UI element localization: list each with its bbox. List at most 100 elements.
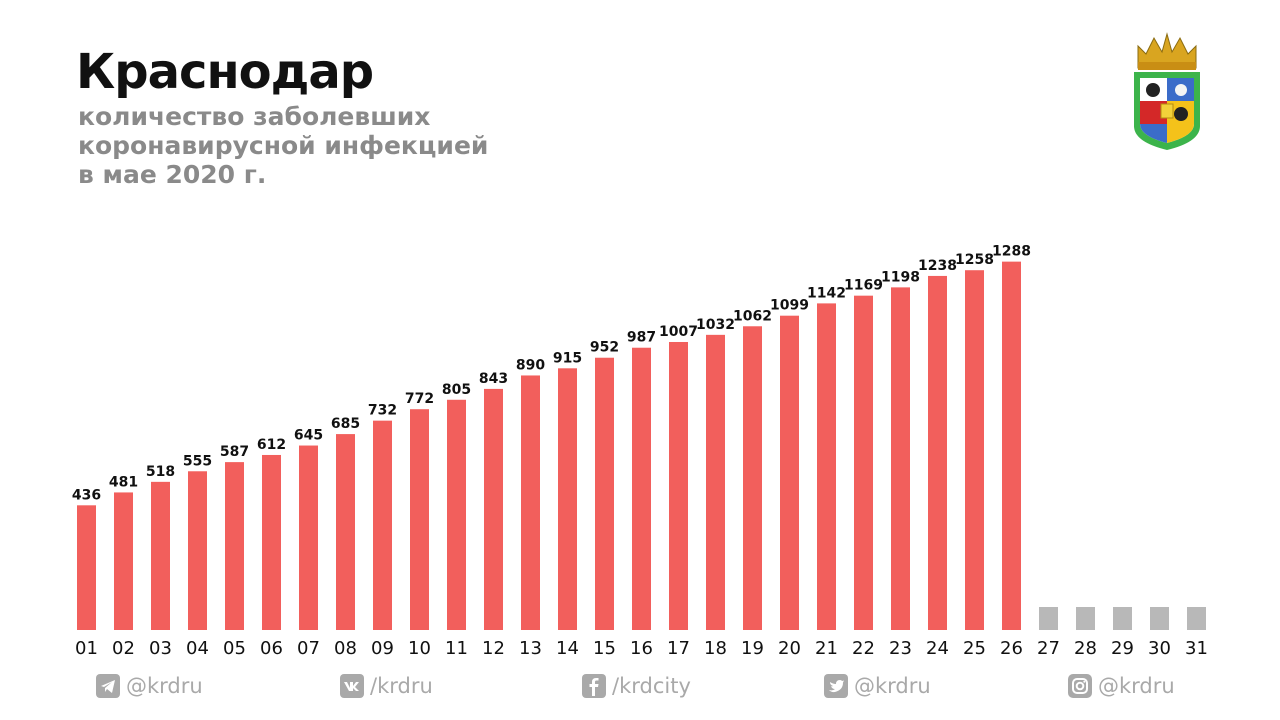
bar [854, 295, 873, 630]
social-handle: /krdru [370, 674, 433, 698]
x-tick-label: 15 [593, 638, 616, 659]
bar-value-label: 1169 [844, 278, 883, 294]
bar [1002, 261, 1021, 630]
x-tick-label: 07 [297, 638, 320, 659]
x-tick-label: 22 [852, 638, 875, 659]
bar [262, 454, 281, 630]
bar-value-label: 645 [294, 428, 323, 444]
social-handle: @krdru [1098, 674, 1175, 698]
chart-title: Краснодар [76, 44, 374, 100]
bar [336, 434, 355, 630]
value-labels-group: 436 481 518 555 587 612 645 685 732 772 805 843 890 9… [72, 244, 1031, 504]
bar [706, 334, 725, 630]
x-axis-ticks-group: 01 02 03 04 05 06 07 08 09 10 11 12 13 14 15 16 17 18 19 20… [75, 638, 1208, 659]
x-tick-label: 06 [260, 638, 283, 659]
bar-value-label: 436 [72, 487, 101, 503]
x-tick-label: 28 [1074, 638, 1097, 659]
x-tick-label: 27 [1037, 638, 1060, 659]
bar-value-label: 843 [479, 371, 508, 387]
x-tick-label: 04 [186, 638, 209, 659]
bar-value-label: 1198 [881, 269, 920, 285]
bar-value-label: 1238 [918, 258, 957, 274]
bar-placeholder [1113, 607, 1132, 630]
bar [595, 357, 614, 630]
subtitle-line: количество заболевших [78, 102, 431, 131]
social-footer: @krdru /krdru /krdcity @krdru @krdru [0, 668, 1280, 704]
social-telegram[interactable]: @krdru [96, 668, 203, 704]
bars-group [77, 261, 1206, 630]
bar-placeholder [1039, 607, 1058, 630]
bar-value-label: 1032 [696, 317, 735, 333]
telegram-icon [96, 674, 120, 698]
bar-value-label: 987 [627, 330, 656, 346]
bar [77, 505, 96, 630]
x-tick-label: 10 [408, 638, 431, 659]
bar [669, 341, 688, 630]
krasnodar-coat-of-arms-icon [1134, 32, 1200, 150]
x-tick-label: 24 [926, 638, 949, 659]
social-instagram[interactable]: @krdru [1068, 668, 1175, 704]
bar-value-label: 915 [553, 350, 582, 366]
bar-value-label: 555 [183, 453, 212, 469]
x-tick-label: 09 [371, 638, 394, 659]
bar [151, 481, 170, 630]
x-tick-label: 17 [667, 638, 690, 659]
x-tick-label: 21 [815, 638, 838, 659]
bar [521, 375, 540, 630]
x-tick-label: 03 [149, 638, 172, 659]
x-tick-label: 23 [889, 638, 912, 659]
bar [891, 287, 910, 630]
bar [965, 270, 984, 630]
social-facebook[interactable]: /krdcity [582, 668, 691, 704]
bar-value-label: 1288 [992, 244, 1031, 260]
bar [188, 471, 207, 630]
bar-value-label: 518 [146, 464, 175, 480]
bar [632, 347, 651, 630]
x-tick-label: 20 [778, 638, 801, 659]
bar-value-label: 1258 [955, 252, 994, 268]
bar-value-label: 587 [220, 444, 249, 460]
bar-placeholder [1150, 607, 1169, 630]
bar [743, 326, 762, 630]
bar-value-label: 732 [368, 403, 397, 419]
x-tick-label: 29 [1111, 638, 1134, 659]
bar-value-label: 890 [516, 357, 545, 373]
x-tick-label: 26 [1000, 638, 1023, 659]
bar [114, 492, 133, 630]
bar-placeholder [1187, 607, 1206, 630]
social-vk[interactable]: /krdru [340, 668, 433, 704]
bar-placeholder [1076, 607, 1095, 630]
vk-icon [340, 674, 364, 698]
bar-value-label: 1099 [770, 298, 809, 314]
instagram-icon [1068, 674, 1092, 698]
bar-value-label: 805 [442, 382, 471, 398]
bar-value-label: 685 [331, 416, 360, 432]
x-tick-label: 31 [1185, 638, 1208, 659]
bar [447, 399, 466, 630]
bar-value-label: 1062 [733, 308, 772, 324]
bar [484, 388, 503, 630]
twitter-icon [824, 674, 848, 698]
bar [817, 303, 836, 630]
social-handle: /krdcity [612, 674, 691, 698]
social-handle: @krdru [854, 674, 931, 698]
social-twitter[interactable]: @krdru [824, 668, 931, 704]
x-tick-label: 18 [704, 638, 727, 659]
subtitle-line: коронавирусной инфекцией [78, 131, 489, 160]
x-tick-label: 19 [741, 638, 764, 659]
x-tick-label: 11 [445, 638, 468, 659]
bar-value-label: 612 [257, 437, 286, 453]
facebook-icon [582, 674, 606, 698]
bar [299, 445, 318, 630]
bar-value-label: 772 [405, 391, 434, 407]
subtitle-line: в мае 2020 г. [78, 160, 267, 189]
bar [225, 462, 244, 630]
bar [373, 420, 392, 630]
bar [928, 275, 947, 630]
bar-value-label: 481 [109, 474, 138, 490]
bar [558, 368, 577, 630]
x-tick-label: 16 [630, 638, 653, 659]
bar-value-label: 1142 [807, 285, 846, 301]
x-tick-label: 08 [334, 638, 357, 659]
